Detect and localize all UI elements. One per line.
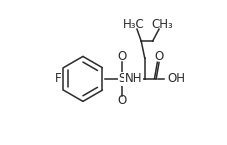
Text: CH₃: CH₃ [152, 18, 173, 31]
Text: O: O [154, 50, 164, 63]
Text: H₃C: H₃C [123, 18, 144, 31]
Text: O: O [117, 94, 127, 107]
Text: S: S [118, 72, 126, 85]
Text: OH: OH [168, 72, 185, 85]
Text: O: O [117, 50, 127, 63]
Text: NH: NH [125, 72, 142, 85]
Text: F: F [54, 72, 61, 85]
